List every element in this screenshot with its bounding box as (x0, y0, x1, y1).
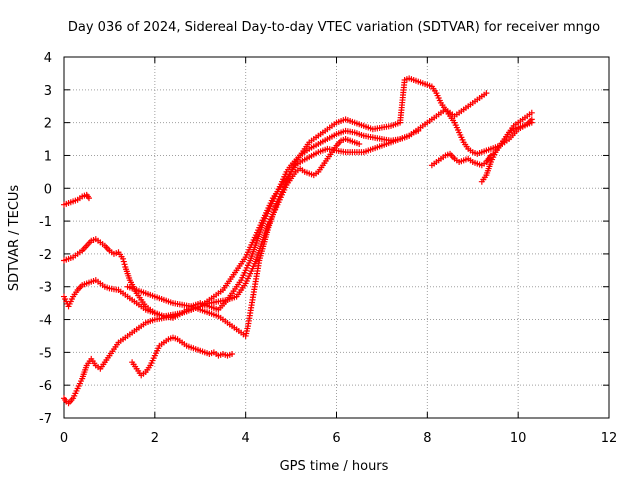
data-point (120, 258, 127, 265)
x-tick-label: 6 (332, 431, 340, 446)
series-track-4 (61, 136, 363, 407)
x-tick-label: 2 (151, 431, 159, 446)
y-tick-label: -3 (39, 281, 52, 296)
y-tick-label: 1 (44, 149, 52, 164)
x-tick-label: 4 (242, 431, 250, 446)
data-point (120, 255, 127, 262)
y-tick-label: -2 (39, 248, 52, 263)
chart-title: Day 036 of 2024, Sidereal Day-to-day VTE… (68, 20, 600, 35)
series-track-5 (129, 334, 236, 379)
y-tick-label: -1 (39, 215, 52, 230)
y-tick-label: 2 (44, 117, 52, 132)
y-tick-label: -7 (39, 412, 52, 427)
x-tick-label: 10 (510, 431, 527, 446)
x-tick-label: 0 (60, 431, 68, 446)
data-point (229, 351, 236, 358)
data-point (356, 140, 363, 147)
series-track-6 (124, 75, 535, 339)
axis-ticks (63, 56, 610, 419)
data-point (528, 109, 535, 116)
y-tick-label: -6 (39, 379, 52, 394)
y-tick-label: -4 (39, 314, 52, 329)
x-tick-label: 8 (423, 431, 431, 446)
y-tick-label: 4 (44, 51, 52, 66)
series-track-8 (478, 109, 535, 185)
grid (64, 57, 609, 418)
data-point (528, 119, 535, 126)
y-tick-label: -5 (39, 346, 52, 361)
data-point (121, 261, 128, 268)
x-axis-label: GPS time / hours (280, 459, 389, 474)
series-track-7 (428, 119, 535, 169)
data-point (415, 127, 422, 134)
y-tick-label: 3 (44, 84, 52, 99)
y-tick-label: 0 (44, 182, 52, 197)
series-layer (61, 75, 535, 407)
x-tick-label: 12 (601, 431, 618, 446)
y-tick-labels: 4 3 2 1 0 -1 -2 -3 -4 -5 -6 -7 (39, 51, 52, 427)
data-point (483, 90, 490, 97)
x-tick-labels: 0 2 4 6 8 10 12 (60, 431, 617, 446)
y-axis-label: SDTVAR / TECUs (7, 185, 22, 292)
series-track-1 (61, 191, 92, 208)
data-point (85, 195, 92, 202)
